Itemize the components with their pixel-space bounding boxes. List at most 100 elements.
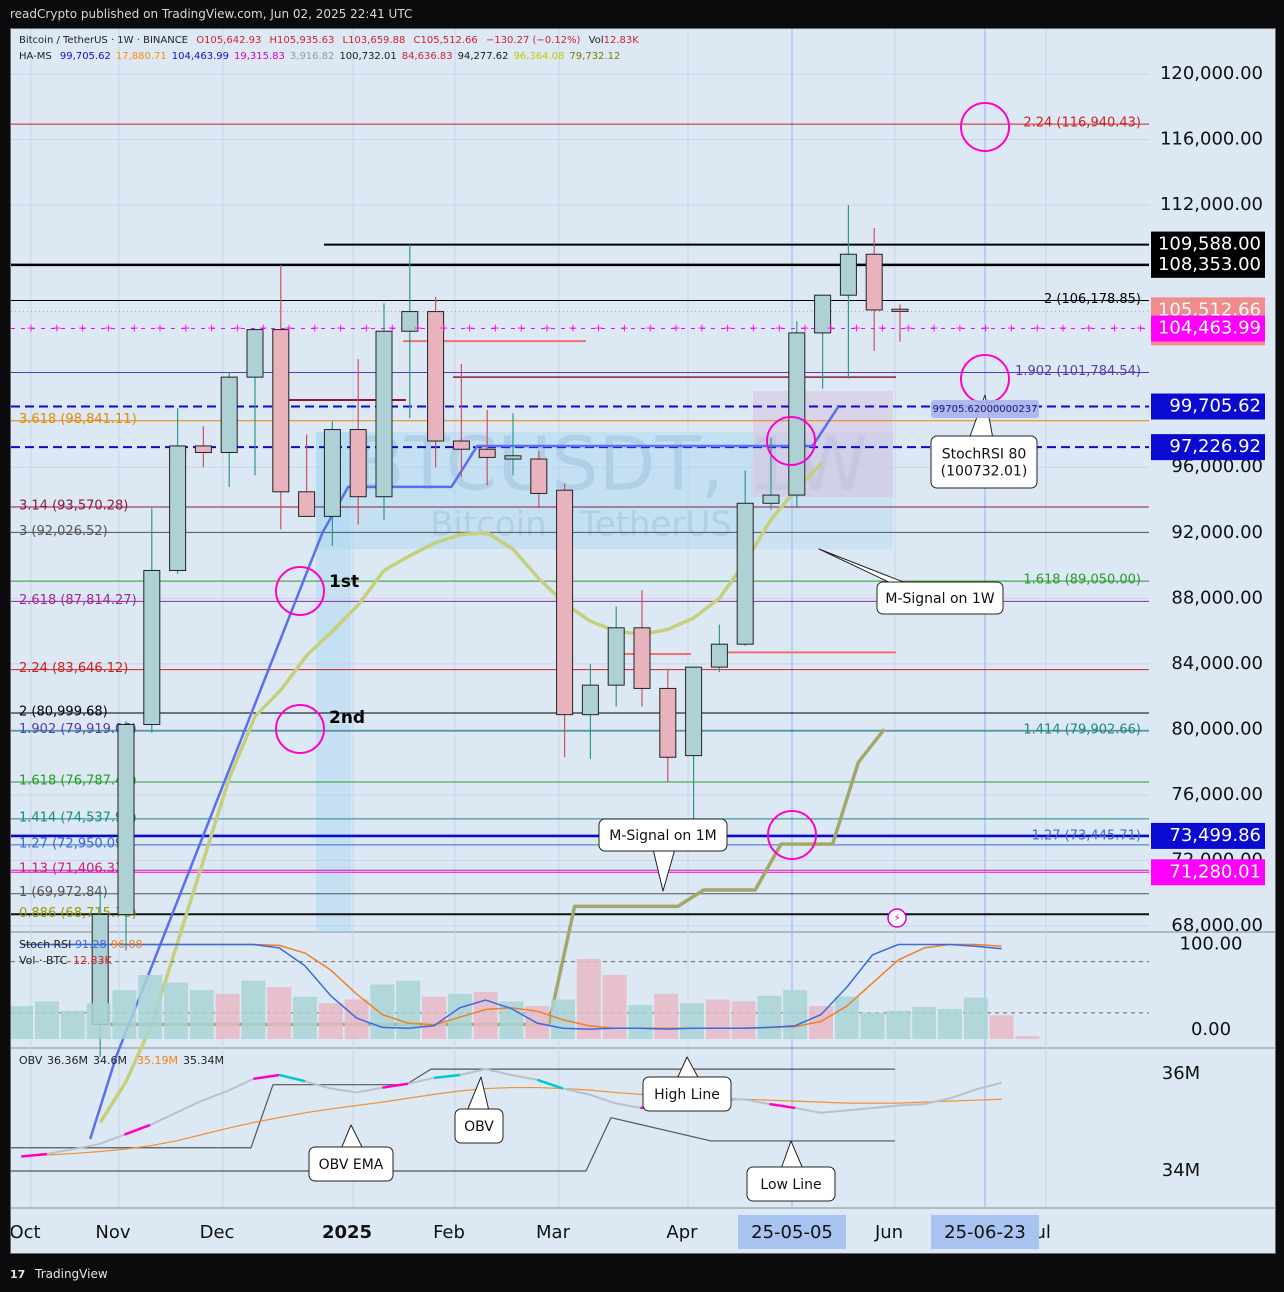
footer: 17 TradingView — [0, 1262, 1284, 1292]
hams-cross-marker: + — [1033, 322, 1042, 335]
hams-cross-marker: + — [181, 322, 190, 335]
ohlc-high: H105,935.63 — [269, 35, 335, 46]
stochrsi-callout-text: (100732.01) — [941, 464, 1028, 480]
fib-label-left: 1.13 (71,406.33) — [19, 862, 128, 877]
hams-cross-marker: + — [723, 322, 732, 335]
msignal-1w-callout-pointer — [818, 548, 912, 586]
fib-label-left: 3.14 (93,570.28) — [19, 499, 128, 514]
msignal-1w-callout-box — [876, 581, 1004, 615]
chart-frame: BTCUSDT, 1W Bitcoin / TetherUS 3.618 (98,8… — [10, 28, 1276, 1254]
hams-value: 99,705.62 — [59, 51, 111, 62]
fib-label-left: 2.24 (83,646.12) — [19, 661, 128, 676]
fib-label-right: 2.24 (116,940.43) — [1023, 116, 1141, 131]
price-badge — [1151, 822, 1265, 849]
hams-cross-marker: + — [130, 322, 139, 335]
hams-cross-marker: + — [1136, 322, 1145, 335]
volume-bar — [35, 1001, 59, 1039]
candle-body — [710, 643, 728, 668]
tradingview-logo-icon: 17 — [10, 1268, 26, 1281]
hams-cross-marker: + — [568, 322, 577, 335]
hams-cross-marker: + — [52, 322, 61, 335]
alert-lightning-icon — [887, 908, 907, 928]
hams-cross-marker: + — [284, 322, 293, 335]
candle-body — [478, 448, 496, 458]
candle-body — [427, 311, 445, 442]
candle-body — [298, 491, 316, 517]
time-axis-highlight — [738, 1215, 846, 1249]
hams-cross-marker: + — [878, 322, 887, 335]
hams-cross-marker: + — [981, 322, 990, 335]
obv-low-line — [11, 1117, 895, 1172]
time-axis-highlight — [931, 1215, 1039, 1249]
hams-cross-marker: + — [465, 322, 474, 335]
circle-msignal — [767, 810, 817, 860]
alert-lightning-icon: ⚡ — [893, 913, 900, 924]
hams-value: 100,732.01 — [339, 51, 397, 62]
symbol-legend: Bitcoin / TetherUS · 1W · BINANCE O105,6… — [19, 35, 644, 46]
circle-1st — [275, 566, 325, 616]
candle-body — [194, 445, 212, 453]
hams-cross-marker: + — [594, 322, 603, 335]
hams-cross-marker: + — [1110, 322, 1119, 335]
obv-signal-segment — [382, 1082, 409, 1089]
obv-signal-segment — [123, 1123, 151, 1136]
hams-cross-marker: + — [904, 322, 913, 335]
price-axis-tick: 96,000.00 — [1171, 456, 1263, 477]
time-axis-label: Oct — [11, 1222, 41, 1243]
obv-line — [21, 1068, 1002, 1158]
volume-bar — [654, 993, 679, 1039]
low-line-callout-pointer — [780, 1140, 804, 1170]
candle-body — [246, 329, 264, 378]
candle-body — [814, 294, 832, 334]
low-line-callout-text: Low Line — [760, 1177, 821, 1193]
volume-label: Vol — [588, 35, 604, 46]
time-axis-label: Nov — [95, 1222, 130, 1243]
hams-cross-marker: + — [155, 322, 164, 335]
volume-pane-value: 12.83K — [73, 954, 112, 967]
volume-bar — [731, 1001, 756, 1039]
candle-body — [323, 429, 341, 517]
price-badge-text: 104,463.99 — [1158, 318, 1261, 339]
hams-cross-marker: + — [749, 322, 758, 335]
symbol-title: Bitcoin / TetherUS · 1W · BINANCE — [19, 35, 189, 46]
time-axis-highlight-label: 25-06-23 — [944, 1222, 1026, 1243]
hams-cross-marker: + — [362, 322, 371, 335]
obv-label: OBV — [19, 1054, 43, 1067]
price-axis-tick: 112,000.00 — [1160, 194, 1263, 215]
price-badge-text: 71,280.01 — [1169, 861, 1261, 882]
msignal-1w-callout-text: M-Signal on 1W — [885, 591, 994, 607]
obv-axis-tick: 36M — [1162, 1063, 1200, 1084]
hams-cross-marker: + — [852, 322, 861, 335]
hams-value: 96,364.08 — [513, 51, 565, 62]
fib-label-left: 1.414 (74,537.95) — [19, 810, 137, 825]
publication-header: readCrypto published on TradingView.com,… — [0, 0, 1284, 28]
high-line-callout-pointer — [676, 1056, 700, 1080]
volume-bar — [963, 997, 988, 1039]
time-axis-label: Jun — [874, 1222, 903, 1243]
hams-cross-marker: + — [620, 322, 629, 335]
circle-2nd — [275, 704, 325, 754]
hams-value: 94,277.62 — [457, 51, 509, 62]
price-axis-tick: 92,000.00 — [1171, 522, 1263, 543]
hams-cross-marker: + — [671, 322, 680, 335]
price-badge — [1151, 315, 1265, 342]
fib-label-left: 1.27 (72,950.09) — [19, 836, 128, 851]
fib-label-left: 2.618 (87,814.27) — [19, 593, 137, 608]
hams-cross-marker: + — [775, 322, 784, 335]
hams-cross-marker: + — [104, 322, 113, 335]
candle-body — [685, 666, 703, 757]
candle-body — [581, 684, 599, 716]
obv-callout-text: OBV — [464, 1119, 494, 1135]
volume-bar — [86, 1003, 111, 1039]
candle-body — [349, 429, 367, 498]
hams-value: 79,732.12 — [569, 51, 621, 62]
fib-label-left: 1.902 (79,919.05) — [19, 722, 137, 737]
price-axis-tick: 116,000.00 — [1160, 129, 1263, 150]
candle-body — [117, 723, 135, 916]
obv-signal-segment — [253, 1073, 280, 1081]
price-badge — [1151, 434, 1265, 461]
volume-bar — [834, 996, 859, 1039]
candle-body — [504, 455, 522, 460]
price-badge-text: 109,588.00 — [1158, 234, 1261, 255]
